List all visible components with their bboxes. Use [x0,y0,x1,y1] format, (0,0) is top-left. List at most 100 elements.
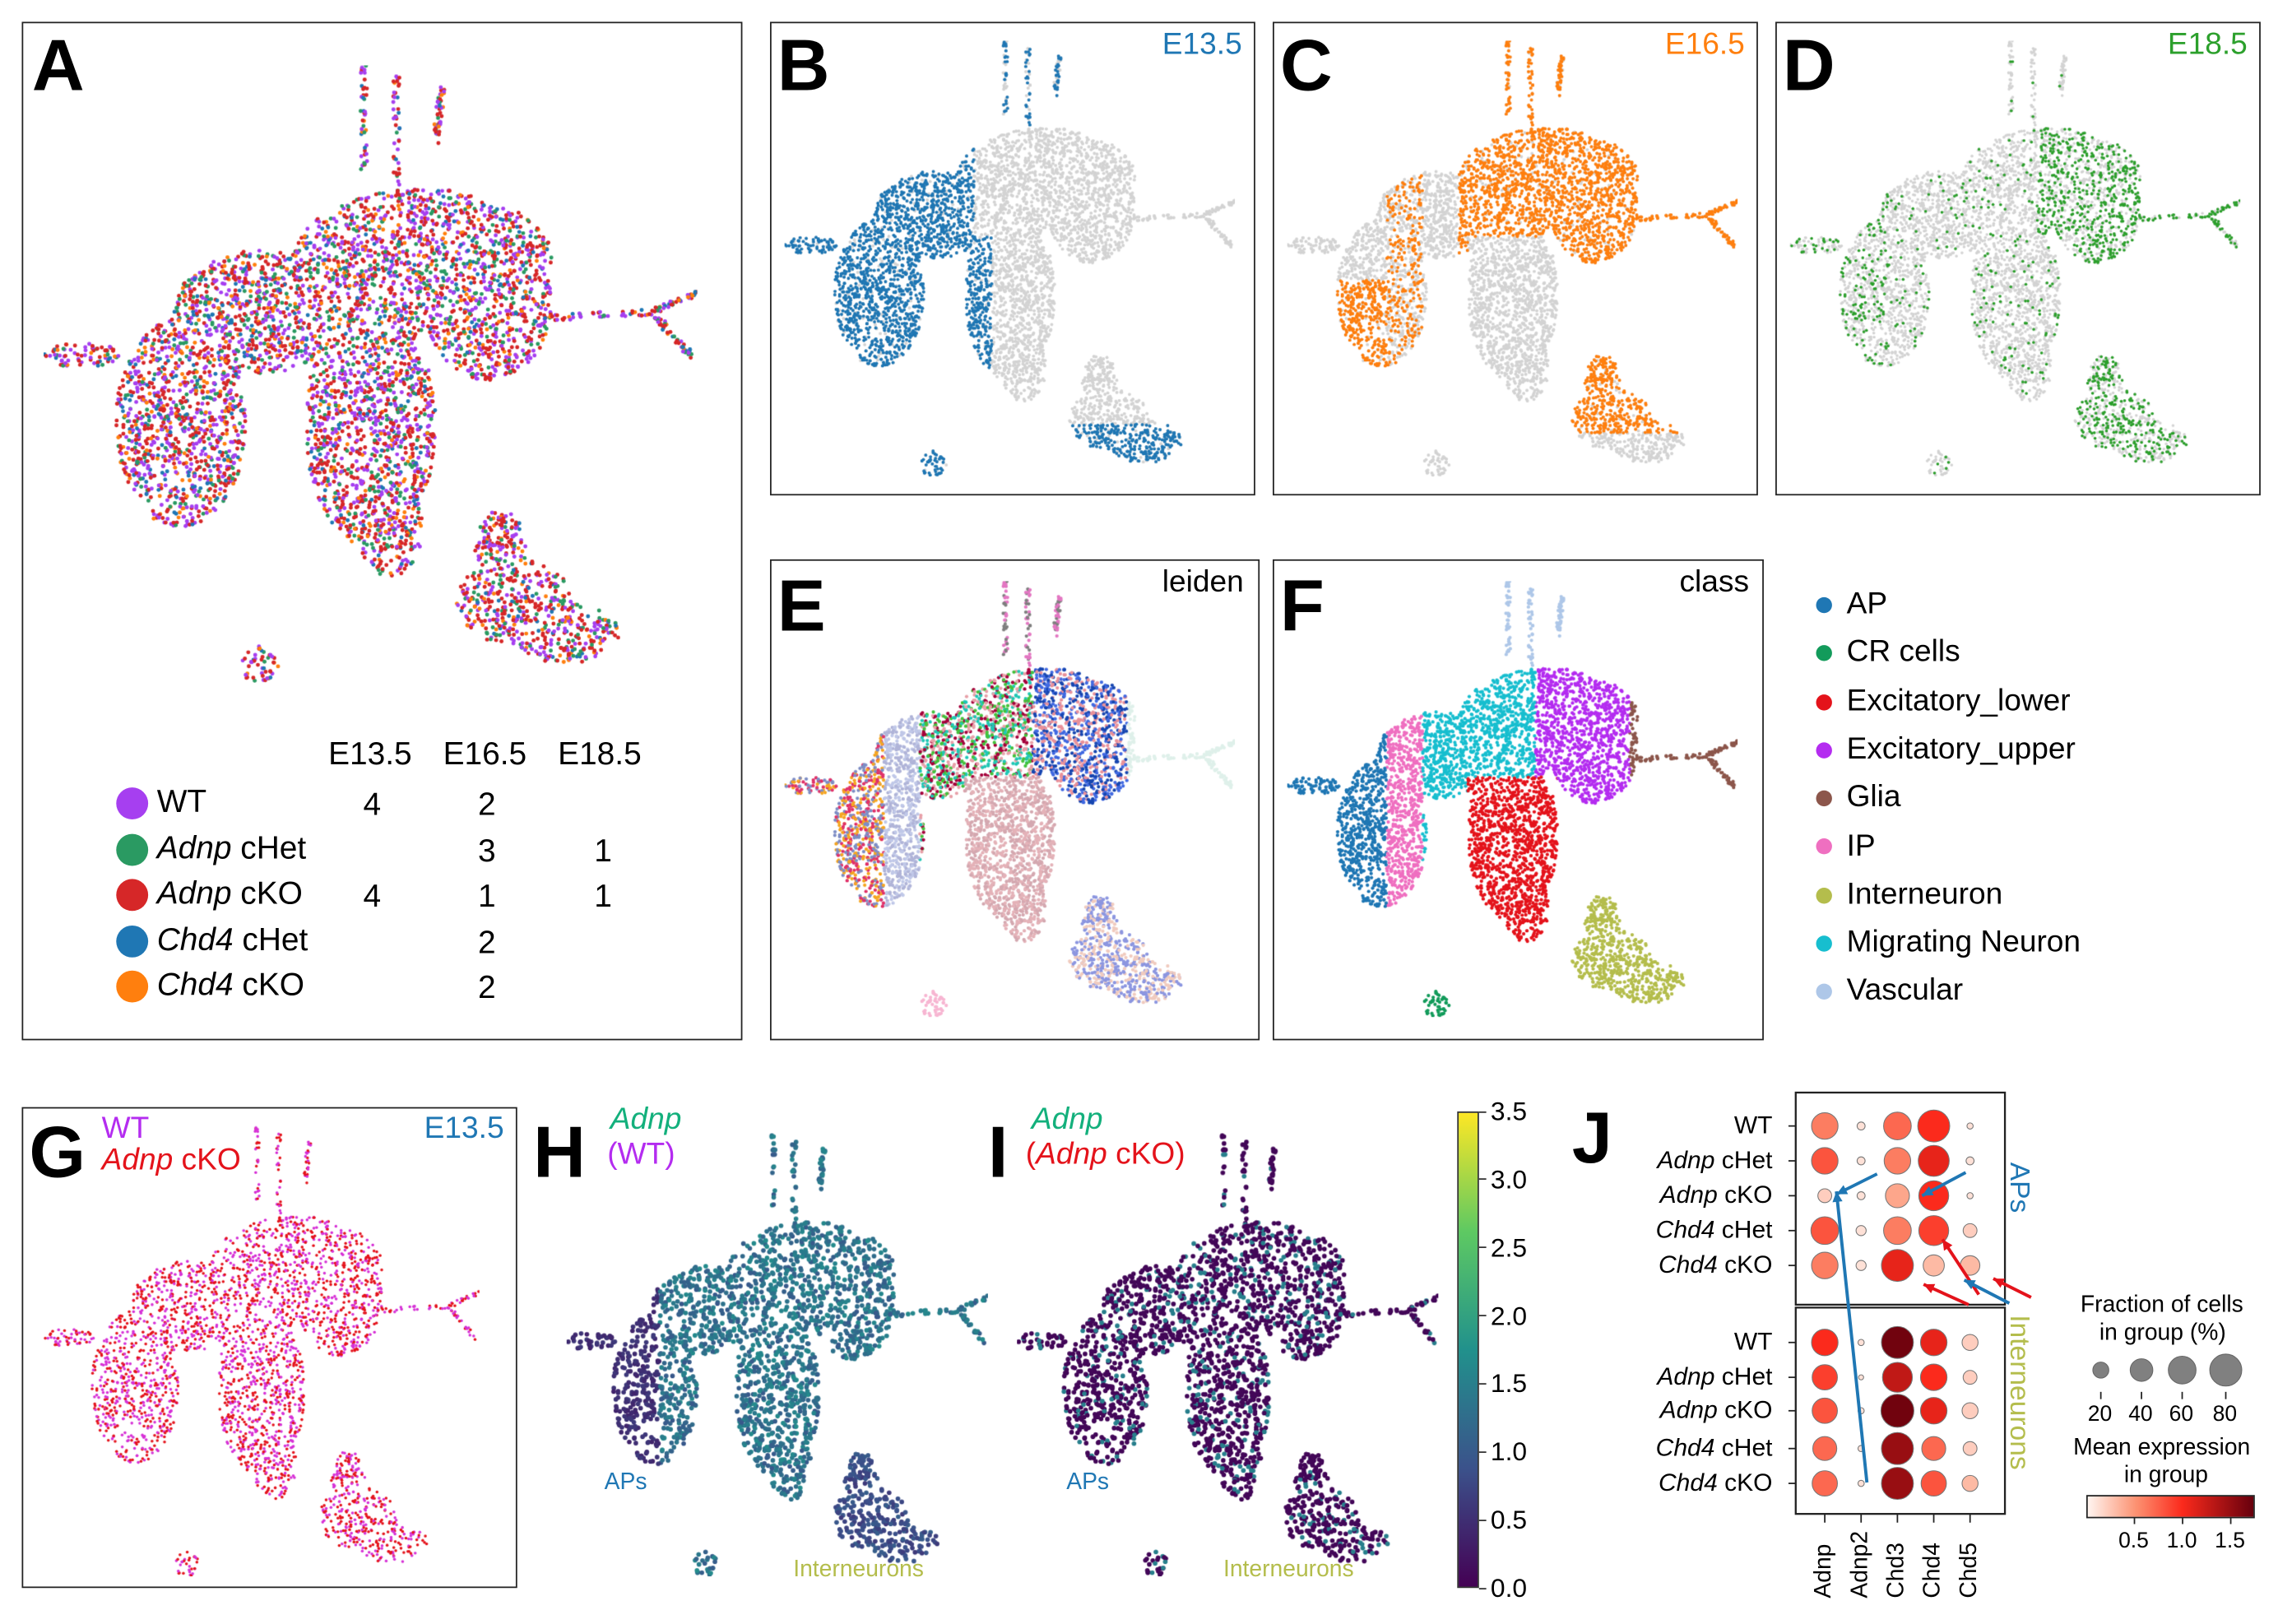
panel-b-letter: B [777,25,830,106]
dot-adnp2 [1856,1156,1866,1166]
gene-name: Adnp [101,1143,174,1177]
dot-chd5 [1962,1441,1978,1456]
block-label-aps: APs [2003,1162,2034,1213]
gene-name: Adnp [156,875,232,912]
panel-a-letter: A [31,25,85,106]
expression-colorbar [2085,1495,2255,1519]
genotype-color-dot [116,879,149,912]
genotype: cKO [173,1143,241,1177]
panel-f-title: class [1679,564,1750,599]
panel-h-letter: H [533,1111,586,1193]
size-legend-label: 60 [2169,1402,2194,1427]
size-legend-subtitle: in group (%) [2099,1320,2226,1346]
umap-scatter-e16-5 [1287,40,1738,477]
dot-adnp [1812,1470,1838,1496]
row-label: WT [1627,1329,1773,1354]
row-label: Chd4 cHet [1627,1218,1773,1242]
arrowhead-icon [1832,1191,1843,1203]
gene-name: Chd4 [156,966,234,1003]
dot-adnp2 [1857,1339,1865,1347]
genotype-label: cKO [1717,1181,1773,1209]
gene-name: Adnp [1657,1146,1715,1174]
arrowhead-icon [1964,1279,1976,1290]
block-label-interneurons: Interneurons [2003,1315,2034,1470]
row-label: WT [1627,1113,1773,1138]
umap-scatter-leiden [784,581,1236,1018]
count-cell: 1 [478,877,496,914]
genotype-label: cKO [231,875,303,912]
dot-adnp [1811,1112,1839,1140]
arrowhead-icon [1836,1185,1849,1195]
size-legend-label: 40 [2128,1402,2153,1427]
panel-h-group: (WT) [607,1137,675,1172]
gene-name: Chd4 [156,920,234,957]
colorbar-tick [1478,1587,1487,1589]
genotype-label: WT [1733,1328,1773,1356]
count-cell: 4 [363,877,382,914]
color-legend-label: 1.5 [2215,1528,2245,1553]
dot-adnp2 [1855,1225,1867,1237]
col-header: E13.5 [328,735,412,772]
colorbar-tick-label: 2.0 [1490,1301,1528,1330]
dot-chd5 [1966,1192,1974,1199]
column-label: Adnp [1812,1543,1837,1598]
dot-adnp [1812,1364,1838,1391]
gene-name: Adnp [1659,1181,1718,1209]
dot-chd5 [1961,1474,1979,1492]
genotype-label: cHet [1714,1434,1773,1462]
umap-scatter-wt-vs-cko [43,1125,480,1577]
genotype-label: cHet [1714,1146,1773,1174]
color-legend-title: Mean expression [2073,1435,2251,1460]
legend-marker [1816,596,1832,614]
dot-chd4 [1919,1363,1948,1391]
gene-name: Chd4 [1658,1250,1718,1279]
legend-label: Glia [1846,780,1901,814]
genotype-color-dot [116,787,149,820]
genotype-label: cKO [1717,1469,1773,1496]
panel-g-frame [21,1107,517,1589]
gene-name: Chd4 [1658,1469,1718,1496]
panel-b-title: E13.5 [1162,27,1242,62]
row-label: Chd4 cKO [1627,1252,1773,1277]
size-legend-dot [2129,1358,2154,1382]
colorbar-tick [1478,1111,1487,1112]
gene-name: Adnp [1659,1396,1718,1424]
color-legend-label: 0.5 [2118,1528,2149,1553]
legend-marker [1816,790,1832,807]
color-legend-label: 1.0 [2166,1528,2197,1553]
arrowhead-icon [1923,1283,1936,1293]
legend-label: Interneuron [1846,877,2003,911]
panel-e-frame [769,559,1260,1041]
umap-adnp-expression-wt [566,1133,988,1577]
size-legend-dot [2168,1355,2197,1385]
count-cell: 3 [478,832,496,869]
dot-chd4 [1917,1109,1951,1143]
legend-item-glia: Glia [1816,780,1901,814]
genotype-label: cKO [233,966,304,1003]
genotype: cKO) [1107,1137,1185,1172]
size-legend-dot [2092,1362,2109,1379]
label-interneurons: Interneurons [1223,1557,1354,1583]
arrowhead-icon [1993,1278,2006,1288]
umap-scatter-e13-5 [784,40,1236,477]
umap-adnp-expression-cko [1017,1133,1439,1577]
dot-chd4 [1918,1144,1950,1177]
legend-item-migrating-neuron: Migrating Neuron [1816,927,2081,958]
legend-marker [1816,645,1832,661]
count-cell: 1 [594,832,612,869]
dot-chd3 [1881,1431,1914,1465]
dot-chd5 [1966,1122,1974,1130]
dot-adnp [1811,1251,1839,1279]
viridis-colorbar [1457,1111,1479,1589]
gene-name: Adnp [156,828,232,865]
panel-d-letter: D [1782,25,1835,106]
legend-item-ip: IP [1816,830,1876,861]
dot-adnp2 [1858,1374,1864,1380]
dot-chd4 [1918,1180,1950,1212]
row-label: Adnp cKO [1627,1183,1773,1208]
legend-label: Excitatory_lower [1846,684,2071,717]
dot-adnp2 [1857,1479,1865,1487]
column-label: Chd3 [1884,1543,1909,1598]
dot-adnp [1812,1397,1838,1424]
